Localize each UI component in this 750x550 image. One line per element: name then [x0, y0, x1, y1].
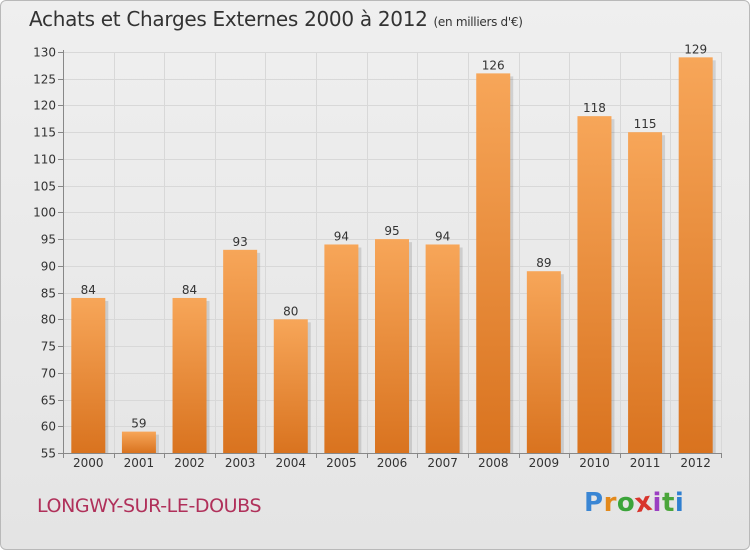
y-tick-label: 115 [33, 126, 56, 140]
x-tick-label: 2009 [529, 456, 560, 470]
logo-letter: i [652, 488, 662, 518]
x-tick-label: 2000 [73, 456, 104, 470]
y-tick-label: 110 [33, 153, 56, 167]
bar[interactable] [71, 297, 106, 453]
place-name: LONGWY-SUR-LE-DOUBS [37, 495, 262, 517]
bar[interactable] [526, 271, 561, 453]
x-tick-label: 2008 [478, 456, 509, 470]
y-tick-label: 70 [41, 367, 56, 381]
bar[interactable] [223, 249, 258, 453]
labels: 84 2000 59 2001 84 2002 93 2003 80 2004 94 2005 95 20… [73, 42, 711, 470]
chart-title-text: Achats et Charges Externes 2000 à 2012 [29, 7, 428, 31]
bar-value-label: 93 [233, 235, 248, 249]
bar-value-label: 84 [81, 283, 96, 297]
axes: 55 60 65 70 75 80 85 90 95 100 105 110 115 120 125 130 [33, 46, 722, 461]
y-tick-label: 125 [33, 73, 56, 87]
bar-value-label: 84 [182, 283, 197, 297]
chart-subtitle: (en milliers d'€) [433, 15, 523, 29]
bar[interactable] [121, 431, 156, 453]
y-tick-label: 60 [41, 420, 56, 434]
x-tick-label: 2010 [579, 456, 610, 470]
bar[interactable] [577, 116, 612, 453]
x-tick-label: 2005 [326, 456, 357, 470]
bar-value-label: 129 [684, 42, 707, 56]
x-tick-label: 2004 [275, 456, 306, 470]
bar-value-label: 94 [435, 229, 450, 243]
bar[interactable] [628, 132, 663, 453]
bars [71, 57, 716, 454]
x-tick-label: 2006 [377, 456, 408, 470]
x-tick-label: 2003 [225, 456, 256, 470]
y-tick-label: 95 [41, 233, 56, 247]
proxiti-logo[interactable]: Proxiti [584, 487, 685, 520]
x-tick-label: 2007 [427, 456, 458, 470]
y-tick-label: 90 [41, 260, 56, 274]
bar[interactable] [375, 239, 409, 453]
y-tick-label: 100 [33, 206, 56, 220]
logo-letter: t [661, 488, 675, 518]
chart-title: Achats et Charges Externes 2000 à 2012 (e… [29, 7, 523, 31]
bar[interactable] [678, 57, 713, 453]
y-tick-label: 105 [33, 180, 56, 194]
y-tick-label: 80 [41, 313, 56, 327]
bar-value-label: 80 [283, 304, 298, 318]
x-tick-label: 2012 [680, 456, 711, 470]
logo-letter: r [603, 488, 617, 518]
bar[interactable] [425, 244, 460, 453]
logo-letter: o [616, 488, 636, 518]
bar-value-label: 95 [384, 224, 399, 238]
x-tick-label: 2011 [630, 456, 661, 470]
bar-value-label: 94 [334, 229, 349, 243]
bar-value-label: 118 [583, 101, 606, 115]
x-tick-label: 2002 [174, 456, 205, 470]
bar[interactable] [324, 244, 359, 453]
y-tick-label: 120 [33, 99, 56, 113]
x-tick-label: 2001 [124, 456, 155, 470]
logo-letter: i [674, 488, 685, 518]
y-tick-label: 55 [41, 447, 56, 461]
bar[interactable] [273, 319, 308, 453]
bar-value-label: 59 [131, 417, 146, 431]
bar[interactable] [476, 73, 511, 454]
bar[interactable] [172, 297, 207, 453]
logo-letter: P [584, 488, 604, 518]
y-tick-label: 130 [33, 46, 56, 60]
y-tick-label: 75 [41, 340, 56, 354]
bar-value-label: 126 [482, 58, 505, 72]
bar-value-label: 89 [536, 256, 551, 270]
y-tick-label: 85 [41, 287, 56, 301]
bar-value-label: 115 [634, 117, 657, 131]
y-tick-label: 65 [41, 394, 56, 408]
